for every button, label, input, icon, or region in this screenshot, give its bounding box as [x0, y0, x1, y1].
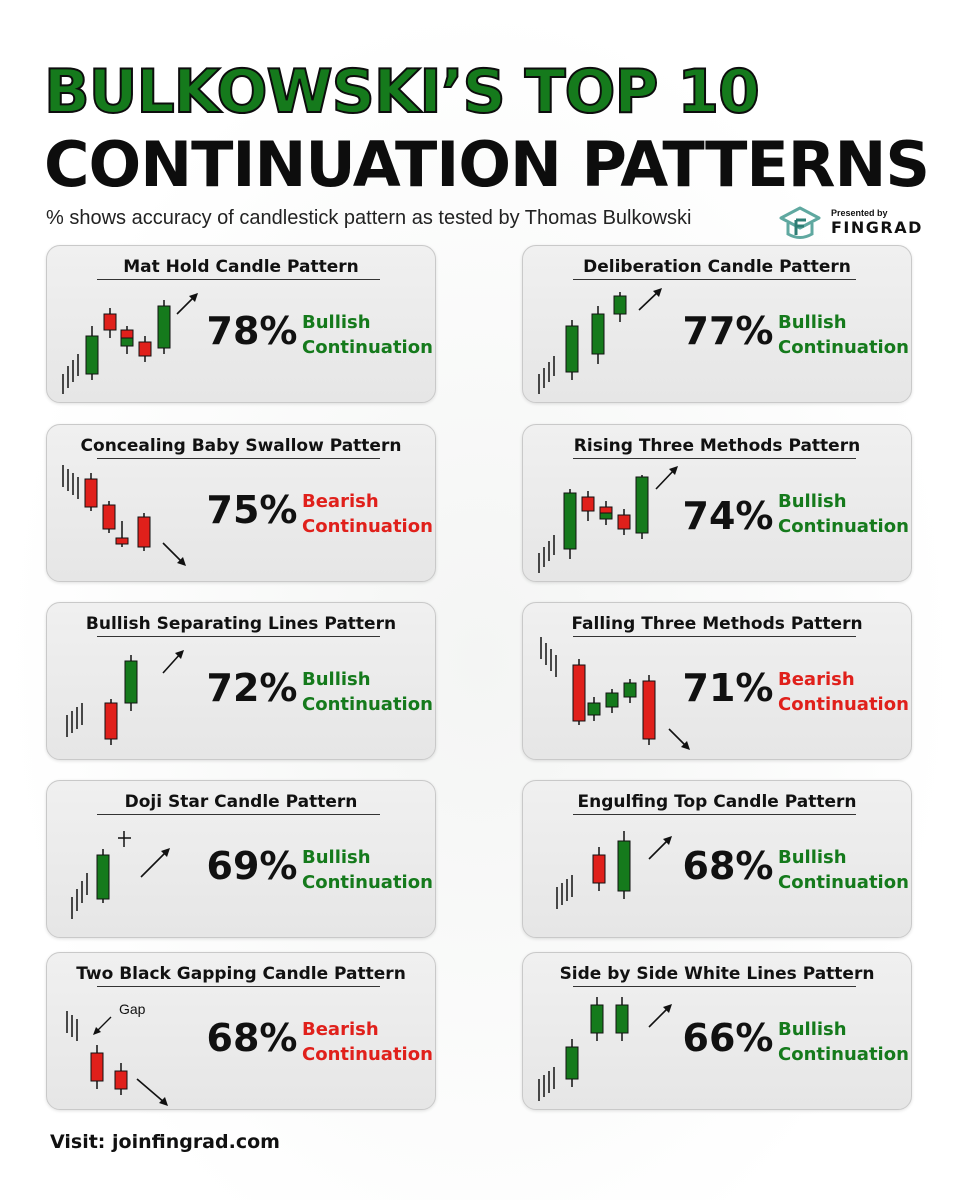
card-title: Two Black Gapping Candle Pattern	[76, 964, 406, 984]
accuracy-percent: 68%	[206, 1016, 298, 1060]
accuracy-percent: 75%	[206, 488, 298, 532]
pattern-label: Bullish Continuation	[778, 845, 913, 895]
title-underline	[573, 458, 856, 459]
accuracy-percent: 78%	[206, 309, 298, 353]
label-direction: Bullish	[778, 312, 847, 333]
pattern-label: Bullish Continuation	[302, 310, 437, 360]
brand-name: FINGRAD	[831, 218, 923, 237]
title-underline	[573, 986, 856, 987]
accuracy-percent: 69%	[206, 844, 298, 888]
label-type: Continuation	[302, 1044, 433, 1065]
label-direction: Bullish	[302, 847, 371, 868]
card-title: Rising Three Methods Pattern	[573, 436, 861, 456]
candlestick-chart	[538, 288, 662, 394]
label-direction: Bearish	[302, 1019, 379, 1040]
label-type: Continuation	[302, 337, 433, 358]
fingrad-logo-icon	[779, 206, 821, 239]
pattern-label: Bearish Continuation	[778, 667, 913, 717]
subtitle: % shows accuracy of candlestick pattern …	[46, 207, 692, 229]
label-direction: Bullish	[302, 312, 371, 333]
label-type: Continuation	[302, 516, 433, 537]
title-underline	[97, 458, 380, 459]
card-title: Concealing Baby Swallow Pattern	[80, 436, 402, 456]
pattern-card-side-by-side-white-lines: Side by Side White Lines Pattern 66% Bul…	[522, 952, 912, 1110]
accuracy-percent: 66%	[682, 1016, 774, 1060]
accuracy-percent: 71%	[682, 666, 774, 710]
title-line-1: BULKOWSKI’S TOP 10	[43, 57, 761, 127]
candlestick-chart	[540, 637, 690, 750]
label-type: Continuation	[778, 516, 909, 537]
card-title: Bullish Separating Lines Pattern	[85, 614, 397, 634]
pattern-label: Bullish Continuation	[778, 310, 913, 360]
pattern-card-falling-three-methods: Falling Three Methods Pattern 71% Bearis…	[522, 602, 912, 760]
candlestick-chart	[66, 1011, 168, 1106]
pattern-card-concealing-baby-swallow: Concealing Baby Swallow Pattern 75% Bear…	[46, 424, 436, 582]
card-title: Engulfing Top Candle Pattern	[577, 792, 857, 812]
title-underline	[573, 814, 856, 815]
pattern-card-engulfing-top: Engulfing Top Candle Pattern 68% Bullish…	[522, 780, 912, 938]
accuracy-percent: 68%	[682, 844, 774, 888]
presented-by-label: Presented by	[831, 208, 888, 218]
footer-link[interactable]: Visit: joinfingrad.com	[50, 1131, 280, 1153]
title-line-2: CONTINUATION PATTERNS	[44, 128, 930, 201]
candlestick-chart	[556, 831, 672, 909]
label-type: Continuation	[302, 872, 433, 893]
candlestick-chart	[71, 831, 170, 919]
candlestick-chart	[538, 997, 672, 1101]
pattern-card-deliberation: Deliberation Candle Pattern 77% Bullish …	[522, 245, 912, 403]
candlestick-chart	[62, 465, 186, 566]
pattern-card-bullish-separating-lines: Bullish Separating Lines Pattern 72% Bul…	[46, 602, 436, 760]
label-direction: Bullish	[778, 1019, 847, 1040]
label-type: Continuation	[778, 1044, 909, 1065]
pattern-label: Bullish Continuation	[302, 667, 437, 717]
label-type: Continuation	[778, 337, 909, 358]
label-type: Continuation	[302, 694, 433, 715]
pattern-label: Bullish Continuation	[778, 489, 913, 539]
label-direction: Bullish	[302, 669, 371, 690]
pattern-label: Bullish Continuation	[778, 1017, 913, 1067]
label-direction: Bullish	[778, 847, 847, 868]
pattern-card-two-black-gapping: Two Black Gapping Candle Pattern Gap 68%…	[46, 952, 436, 1110]
title-underline	[97, 814, 380, 815]
pattern-card-rising-three-methods: Rising Three Methods Pattern 74% Bullish…	[522, 424, 912, 582]
accuracy-percent: 72%	[206, 666, 298, 710]
pattern-label: Bullish Continuation	[302, 845, 437, 895]
pattern-card-doji-star: Doji Star Candle Pattern 69% Bullish Con…	[46, 780, 436, 938]
candlestick-chart	[538, 466, 678, 573]
pattern-label: Bearish Continuation	[302, 1017, 437, 1067]
label-type: Continuation	[778, 694, 909, 715]
title-underline	[97, 636, 380, 637]
title-underline	[573, 279, 856, 280]
label-type: Continuation	[778, 872, 909, 893]
card-title: Falling Three Methods Pattern	[571, 614, 863, 634]
title-underline	[97, 279, 380, 280]
accuracy-percent: 74%	[682, 494, 774, 538]
title-underline	[97, 986, 380, 987]
pattern-label: Bearish Continuation	[302, 489, 437, 539]
pattern-card-mat-hold: Mat Hold Candle Pattern 78% Bullish Cont…	[46, 245, 436, 403]
card-title: Doji Star Candle Pattern	[124, 792, 358, 812]
card-title: Mat Hold Candle Pattern	[123, 257, 359, 277]
accuracy-percent: 77%	[682, 309, 774, 353]
title-underline	[573, 636, 856, 637]
gap-annotation: Gap	[119, 1001, 146, 1017]
label-direction: Bearish	[302, 491, 379, 512]
label-direction: Bullish	[778, 491, 847, 512]
candlestick-chart	[66, 650, 184, 745]
card-title: Deliberation Candle Pattern	[583, 257, 851, 277]
label-direction: Bearish	[778, 669, 855, 690]
card-title: Side by Side White Lines Pattern	[559, 964, 875, 984]
candlestick-chart	[62, 293, 198, 394]
